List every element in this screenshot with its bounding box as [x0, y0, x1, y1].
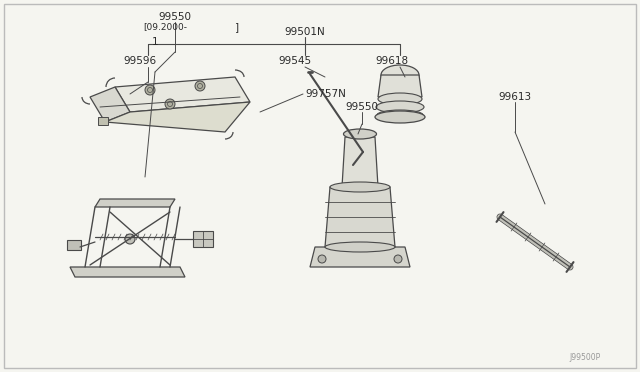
Circle shape	[318, 255, 326, 263]
Ellipse shape	[377, 110, 423, 120]
Ellipse shape	[375, 111, 425, 123]
Circle shape	[345, 160, 359, 174]
Bar	[193, 231, 213, 247]
Text: 99550: 99550	[159, 12, 191, 22]
Bar	[67, 240, 81, 250]
Circle shape	[195, 81, 205, 91]
Text: 99545: 99545	[278, 56, 312, 66]
Circle shape	[145, 85, 155, 95]
Polygon shape	[70, 267, 185, 277]
Polygon shape	[90, 87, 130, 122]
Text: 99613: 99613	[499, 92, 532, 102]
Text: 99618: 99618	[376, 56, 408, 66]
Text: 99596: 99596	[124, 56, 157, 66]
Ellipse shape	[325, 242, 395, 252]
Polygon shape	[310, 247, 410, 267]
Ellipse shape	[378, 93, 422, 105]
Text: [09.2000-: [09.2000-	[143, 22, 187, 32]
Polygon shape	[115, 77, 250, 112]
Ellipse shape	[330, 182, 390, 192]
Text: 1: 1	[152, 37, 158, 47]
Ellipse shape	[381, 65, 419, 85]
Polygon shape	[95, 199, 175, 207]
Text: ]: ]	[235, 22, 239, 32]
Polygon shape	[342, 137, 378, 187]
Polygon shape	[105, 102, 250, 132]
Ellipse shape	[376, 101, 424, 113]
Polygon shape	[378, 75, 422, 97]
Text: 99501N: 99501N	[285, 27, 325, 37]
Text: 99757N: 99757N	[305, 89, 346, 99]
Circle shape	[125, 234, 135, 244]
Bar	[98, 117, 108, 125]
Ellipse shape	[344, 129, 376, 139]
Circle shape	[165, 99, 175, 109]
Circle shape	[394, 255, 402, 263]
Text: J99500P: J99500P	[570, 353, 600, 362]
Text: 99550: 99550	[346, 102, 378, 112]
Polygon shape	[325, 187, 395, 247]
